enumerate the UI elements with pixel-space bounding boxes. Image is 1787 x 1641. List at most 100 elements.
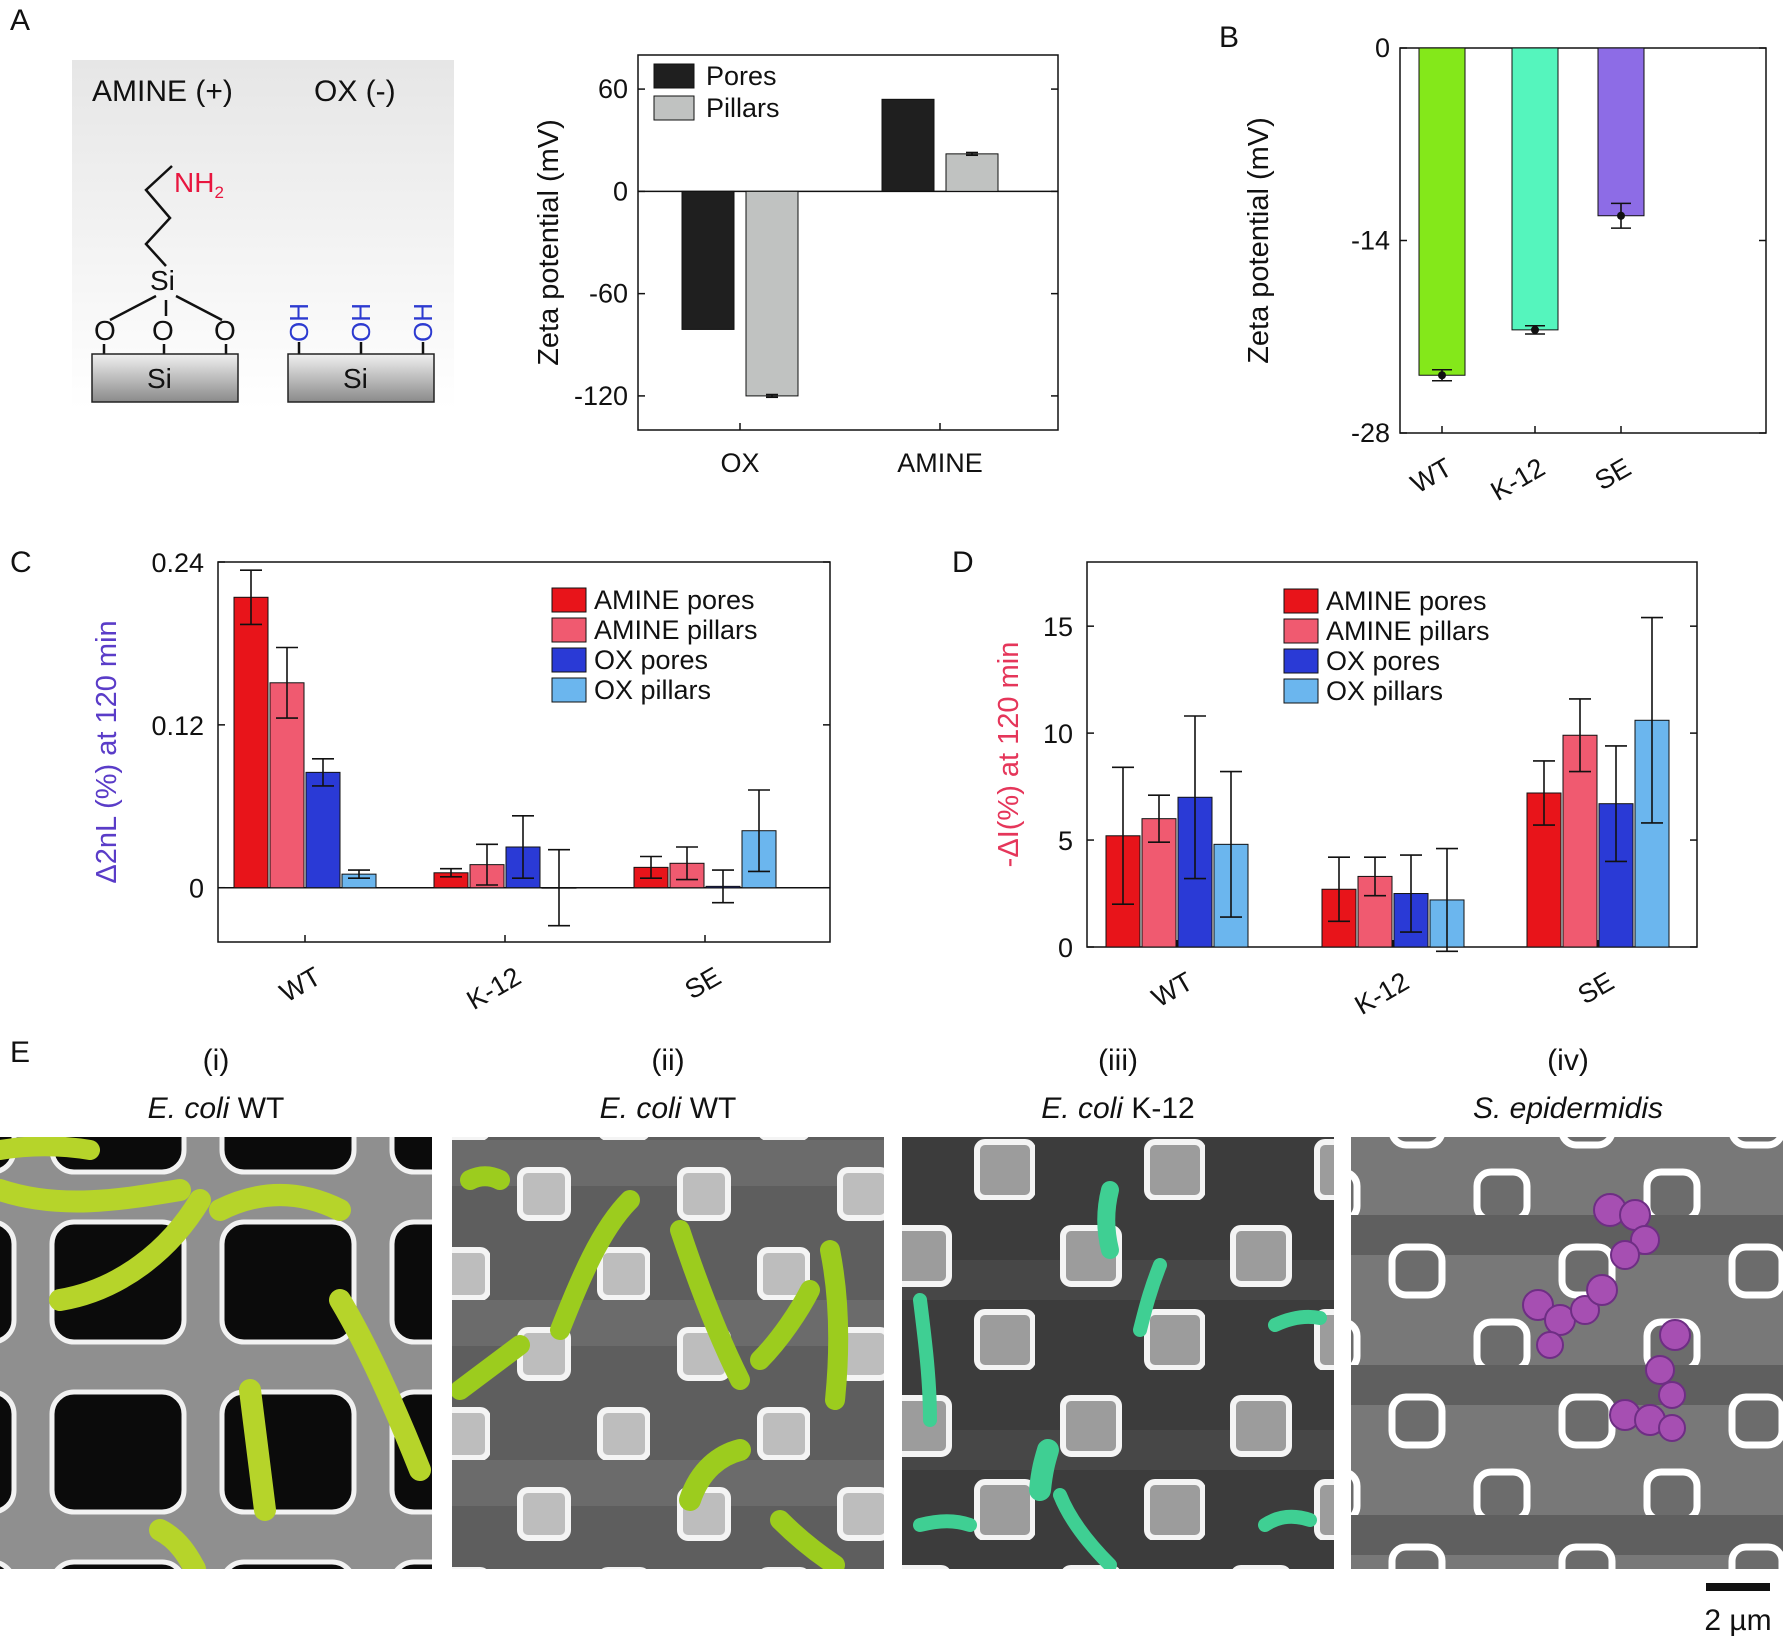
chart-d-legend-label: AMINE pillars (1326, 616, 1490, 646)
chart-a-bar (945, 153, 999, 192)
chart-b: 0 -14 -28 WT K-12 SE Zeta potential (mV) (1243, 33, 1767, 507)
chart-d-ylabel: -ΔI(%) at 120 min (993, 642, 1025, 868)
chart-c-bar (233, 596, 269, 889)
chart-c-ylabel: Δ2nL (%) at 120 min (91, 620, 123, 883)
chart-c-legend-swatch (551, 617, 587, 643)
chart-d-xtick-label: SE (1573, 966, 1619, 1010)
chart-c: 0.24 0.12 0 WT K-12 SE Δ2nL (%) at 120 min AMIN… (91, 548, 831, 1016)
chart-d-legend-label: AMINE pores (1326, 586, 1487, 616)
chart-d-ytick-label: 10 (1043, 719, 1073, 749)
sem-image-pillars-wt (452, 1137, 884, 1569)
chart-c-legend-label: AMINE pores (594, 585, 755, 615)
sem-image-pores-wt (0, 1137, 432, 1569)
chart-d-legend-label: OX pores (1326, 646, 1440, 676)
chart-d: 15 10 5 0 WT K-12 SE -ΔI(%) at 120 min AMINE por… (993, 561, 1698, 1021)
hydroxyl-groups: OH OH OH (284, 303, 438, 342)
panel-label-e: E (10, 1036, 30, 1069)
sem-2-roman: (ii) (651, 1044, 684, 1077)
chart-c-legend-swatch (551, 647, 587, 673)
chart-c-legend-swatch (551, 677, 587, 703)
sem-3-caption: E. coli K-12 (1041, 1092, 1194, 1125)
propyl-chain (144, 165, 173, 267)
chart-d-ytick-label: 15 (1043, 612, 1073, 642)
chart-a-bar (745, 190, 799, 397)
chart-a: 60 0 -60 -120 OX AMINE Zeta potential (mV) Pore… (533, 54, 1059, 478)
chart-c-ytick-label: 0.12 (151, 711, 204, 741)
chart-a-bar (681, 190, 735, 330)
chart-a-ylabel: Zeta potential (mV) (533, 119, 565, 366)
chart-a-legend-label: Pores (706, 61, 777, 91)
svg-text:OH: OH (346, 303, 376, 342)
chart-b-bar (1511, 47, 1559, 331)
chart-b-xtick-label: WT (1406, 452, 1457, 499)
oxygen-2: O (152, 315, 174, 346)
chart-d-legend-swatch (1283, 678, 1319, 704)
chart-a-ytick-label: -60 (589, 279, 628, 309)
sem-image-pillars-k12 (902, 1137, 1334, 1569)
scale-bar: 2 µm (1704, 1583, 1772, 1637)
chart-b-xtick-label: SE (1590, 452, 1636, 496)
chart-a-frame (637, 54, 1059, 431)
panel-label-d: D (952, 546, 974, 579)
chart-c-ytick-label: 0.24 (151, 548, 204, 578)
chart-a-ytick-label: 60 (598, 74, 628, 104)
sem-4-caption: S. epidermidis (1473, 1092, 1663, 1125)
chart-d-legend-swatch (1283, 648, 1319, 674)
panel-label-a: A (10, 4, 30, 37)
chart-d-legend-swatch (1283, 588, 1319, 614)
panel-label-c: C (10, 546, 32, 579)
svg-text:OH: OH (408, 303, 438, 342)
sem-3-roman: (iii) (1098, 1044, 1138, 1077)
silicon-substrate-amine-label: Si (147, 363, 172, 394)
chart-b-mean-dot (1438, 371, 1446, 380)
surface-chemistry-schematic: AMINE (+) OX (-) NH2 Si O O O Si OH OH O… (72, 60, 454, 410)
silicon-substrate-ox-label: Si (343, 363, 368, 394)
chart-a-legend-swatch (653, 95, 695, 121)
chart-a-bar (881, 98, 935, 192)
oxygen-1: O (94, 315, 116, 346)
chart-c-frame (217, 561, 831, 943)
chart-d-legend-swatch (1283, 618, 1319, 644)
sem-panel-4: (iv) S. epidermidis (1351, 1044, 1783, 1569)
sem-1-caption: E. coli WT (148, 1092, 285, 1125)
chart-c-legend-label: AMINE pillars (594, 615, 758, 645)
chart-b-mean-dot (1617, 211, 1625, 220)
amine-label: AMINE (+) (92, 75, 233, 108)
chart-c-legend-label: OX pillars (594, 675, 711, 705)
chart-c-legend-label: OX pores (594, 645, 708, 675)
chart-b-ytick-label: 0 (1375, 33, 1390, 63)
chart-b-mean-dot (1531, 325, 1539, 334)
chart-d-legend-label: OX pillars (1326, 676, 1443, 706)
silicon-substrate-ox (287, 353, 435, 403)
sem-2-caption: E. coli WT (600, 1092, 737, 1125)
svg-text:OH: OH (284, 303, 314, 342)
nh2-label: NH2 (174, 167, 224, 202)
chart-d-xtick-label: WT (1147, 966, 1198, 1013)
chart-a-xtick-label: OX (720, 448, 759, 478)
silicon-label-amine: Si (150, 265, 175, 296)
sem-image-pillars-se (1351, 1137, 1783, 1569)
sem-1-roman: (i) (203, 1044, 230, 1077)
sem-panel-1: (i) E. coli WT (0, 1044, 432, 1569)
sem-panel-3: (iii) E. coli K-12 (902, 1044, 1334, 1569)
chart-c-xtick-label: SE (680, 961, 726, 1005)
chart-c-legend-swatch (551, 587, 587, 613)
scale-bar-label: 2 µm (1704, 1604, 1771, 1637)
ox-label: OX (-) (314, 75, 396, 108)
chart-b-ytick-label: -14 (1351, 226, 1390, 256)
chart-c-ytick-label: 0 (189, 874, 204, 904)
chart-a-legend-swatch (653, 63, 695, 89)
chart-a-xtick-label: AMINE (897, 448, 983, 478)
sem-4-roman: (iv) (1547, 1044, 1589, 1077)
chart-a-ytick-label: 0 (613, 176, 628, 206)
chart-b-xtick-label: K-12 (1486, 452, 1550, 507)
chart-c-xtick-label: K-12 (462, 961, 526, 1016)
chart-d-ytick-label: 0 (1058, 933, 1073, 963)
chart-d-xtick-label: K-12 (1350, 966, 1414, 1021)
silicon-substrate-amine (91, 353, 239, 403)
chart-b-ytick-label: -28 (1351, 418, 1390, 448)
sem-panel-2: (ii) E. coli WT (452, 1044, 884, 1569)
chart-b-bar (1418, 47, 1466, 376)
chart-a-ytick-label: -120 (574, 381, 628, 411)
